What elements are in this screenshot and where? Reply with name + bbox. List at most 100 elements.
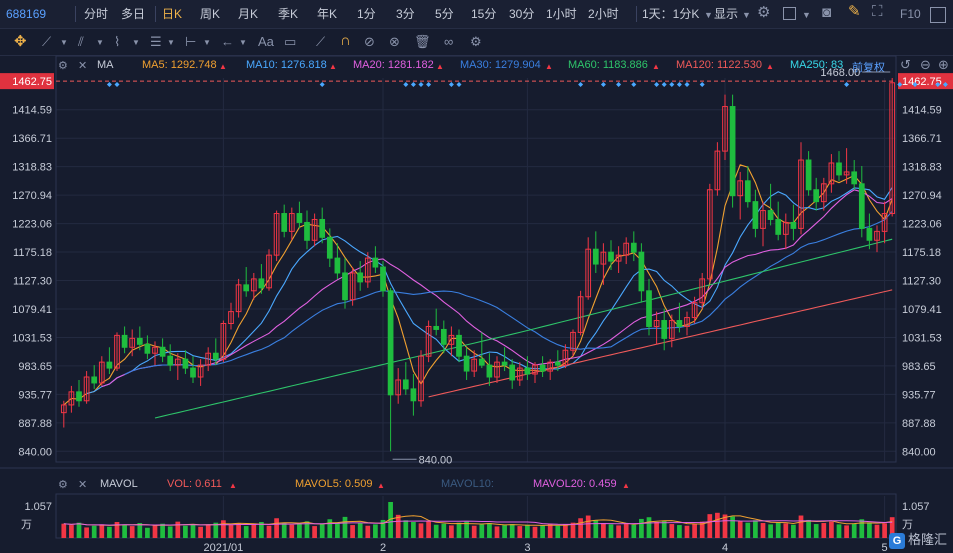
- gear-icon[interactable]: ⚙: [757, 4, 771, 21]
- vol-close-icon[interactable]: ✕: [78, 479, 88, 491]
- volume-bar: [471, 525, 477, 538]
- chevron-down-icon[interactable]: ▼: [60, 38, 68, 47]
- volume-bar: [836, 524, 842, 538]
- window-icon[interactable]: [930, 7, 946, 23]
- line-tool-icon[interactable]: ⟋: [42, 34, 52, 49]
- vol-axis-unit-right: 万: [902, 519, 913, 531]
- period-quarter-k[interactable]: 季K: [278, 7, 299, 21]
- candle-body: [509, 364, 516, 381]
- stock-code[interactable]: 688169: [6, 7, 47, 21]
- vol-indicator-name[interactable]: MAVOL: [100, 478, 138, 490]
- trash-icon[interactable]: 🗑: [414, 34, 431, 49]
- period-month-k[interactable]: 月K: [238, 7, 259, 21]
- candle-body: [98, 361, 105, 384]
- channel-tool-icon[interactable]: ⫽: [78, 34, 84, 49]
- undo-icon[interactable]: ↺: [900, 57, 911, 72]
- link-icon[interactable]: ∞: [444, 34, 454, 49]
- candle-body: [881, 213, 888, 232]
- candle-body: [600, 251, 607, 265]
- hide-icon[interactable]: ⊗: [389, 34, 400, 49]
- period-5min[interactable]: 5分: [435, 7, 454, 21]
- candle-body: [608, 251, 614, 262]
- low-label: 840.00: [419, 454, 453, 466]
- volume-bar: [274, 518, 279, 538]
- period-duori[interactable]: 多日: [121, 7, 146, 21]
- chevron-down-icon[interactable]: ▼: [132, 38, 140, 47]
- candle-body: [501, 361, 508, 366]
- volume-bar: [213, 522, 219, 538]
- period-1day-1min-k[interactable]: 1天：1分K: [642, 7, 700, 21]
- date-label: 4: [722, 542, 728, 553]
- period-year-k[interactable]: 年K: [317, 7, 338, 21]
- zoom-in-icon[interactable]: ⊕: [938, 57, 949, 72]
- fib-tool-icon[interactable]: ☰: [150, 34, 162, 49]
- event-diamond: [912, 82, 918, 87]
- volume-bar: [129, 526, 135, 538]
- comment-tool-icon[interactable]: ▭: [284, 34, 297, 49]
- volume-legend: ⚙ ✕ MAVOL VOL: 0.611 ▲ MAVOL5: 0.509 ▲ M…: [0, 476, 953, 494]
- period-2hour[interactable]: 2小时: [588, 7, 619, 21]
- period-1min[interactable]: 1分: [357, 7, 376, 21]
- display-menu[interactable]: 显示: [714, 7, 739, 21]
- camera-icon[interactable]: ◙: [822, 4, 832, 21]
- event-diamond: [448, 82, 454, 87]
- period-week-k[interactable]: 周K: [200, 7, 221, 21]
- ma5-line: [63, 164, 893, 406]
- candle-body: [676, 320, 683, 327]
- ma-name[interactable]: MA: [97, 59, 114, 71]
- magnet-icon[interactable]: ∩: [340, 32, 351, 49]
- volume-bar: [388, 502, 393, 538]
- ma120-line: [428, 289, 893, 398]
- volume-bar: [160, 523, 165, 538]
- volume-bar: [228, 525, 234, 538]
- candle-body: [858, 183, 865, 229]
- chevron-down-icon[interactable]: ▼: [742, 10, 751, 20]
- lock-icon[interactable]: ⊘: [364, 34, 375, 49]
- chevron-down-icon[interactable]: ▼: [802, 10, 811, 20]
- chart-grid: [0, 55, 953, 539]
- fullscreen-icon[interactable]: ⛶: [872, 3, 883, 20]
- period-1hour[interactable]: 1小时: [546, 7, 577, 21]
- period-3min[interactable]: 3分: [396, 7, 415, 21]
- vol-settings-icon[interactable]: ⚙: [58, 479, 68, 491]
- wave-tool-icon[interactable]: ⌇: [114, 34, 121, 49]
- measure-tool-icon[interactable]: ⊢: [185, 34, 197, 49]
- period-fenshi[interactable]: 分时: [84, 7, 109, 21]
- chevron-down-icon[interactable]: ▼: [167, 38, 175, 47]
- candle-body: [91, 376, 98, 384]
- candle-body: [364, 257, 371, 283]
- zoom-out-icon[interactable]: ⊖: [920, 57, 931, 72]
- pencil-icon[interactable]: ✎: [848, 3, 861, 20]
- checkbox-icon[interactable]: [783, 7, 796, 20]
- period-day-k[interactable]: 日K: [162, 7, 183, 21]
- event-diamond: [410, 82, 416, 87]
- event-diamond: [661, 82, 667, 87]
- crosshair-icon[interactable]: ✥: [14, 33, 27, 50]
- volume-bar: [677, 525, 682, 538]
- event-diamond: [669, 82, 675, 87]
- volume-bar: [183, 525, 188, 538]
- volume-bar: [487, 523, 492, 538]
- toolbar-gear-icon[interactable]: ⚙: [470, 34, 482, 49]
- candle-body: [554, 361, 561, 366]
- arrow-tool-icon[interactable]: ←: [221, 34, 234, 49]
- ruler-icon[interactable]: ⟋: [316, 34, 326, 49]
- ma-settings-icon[interactable]: ⚙: [58, 60, 68, 72]
- f10-button[interactable]: F10: [900, 7, 921, 21]
- ma-close-icon[interactable]: ✕: [78, 60, 88, 72]
- volume-bar: [342, 516, 348, 538]
- candle-body: [235, 284, 242, 313]
- volume-bar: [319, 524, 325, 538]
- period-30min[interactable]: 30分: [509, 7, 535, 21]
- candle-body: [547, 361, 554, 372]
- volume-bar: [76, 522, 82, 538]
- period-15min[interactable]: 15分: [471, 7, 497, 21]
- adjust-button[interactable]: 前复权: [852, 62, 885, 74]
- chevron-down-icon[interactable]: ▼: [239, 38, 247, 47]
- text-tool-icon[interactable]: Aa: [258, 34, 274, 49]
- ma60-line: [154, 238, 893, 419]
- chevron-down-icon[interactable]: ▼: [704, 10, 713, 20]
- chevron-down-icon[interactable]: ▼: [203, 38, 211, 47]
- chevron-down-icon[interactable]: ▼: [96, 38, 104, 47]
